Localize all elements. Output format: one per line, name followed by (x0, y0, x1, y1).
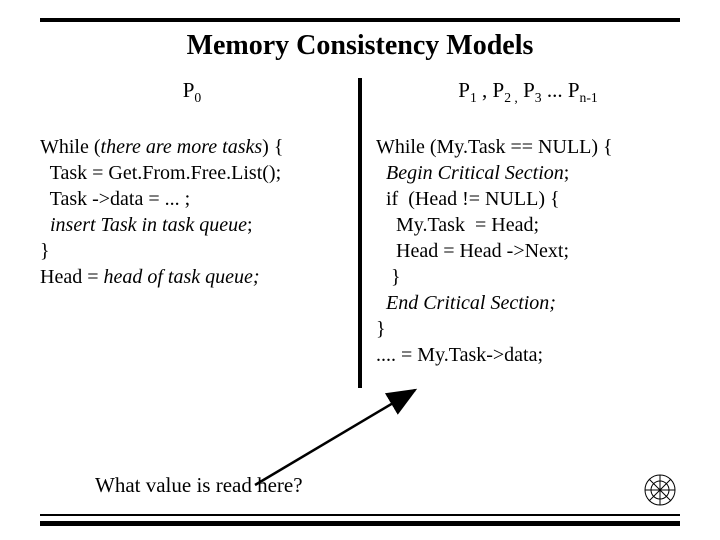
code-line: Task ->data = ... ; (40, 186, 344, 212)
top-rule (40, 18, 680, 22)
bottom-rule-thin (40, 514, 680, 516)
left-header: P0 (40, 78, 344, 106)
left-column: P0 While (there are more tasks) { Task =… (40, 78, 360, 450)
code-line: Task = Get.From.Free.List(); (40, 160, 344, 186)
right-header: P1 , P2 , P3 ... Pn-1 (376, 78, 680, 106)
code-line: if (Head != NULL) { (376, 186, 680, 212)
code-line: Begin Critical Section; (376, 160, 680, 186)
bottom-rule-thick (40, 521, 680, 526)
columns-container: P0 While (there are more tasks) { Task =… (40, 78, 680, 450)
code-line: .... = My.Task->data; (376, 342, 680, 368)
page-title: Memory Consistency Models (0, 30, 720, 62)
right-column: P1 , P2 , P3 ... Pn-1 While (My.Task == … (360, 78, 680, 450)
right-code-block: While (My.Task == NULL) { Begin Critical… (376, 134, 680, 368)
question-text: What value is read here? (95, 473, 303, 498)
left-header-sub: 0 (194, 90, 201, 105)
code-line: } (40, 238, 344, 264)
left-code-block: While (there are more tasks) { Task = Ge… (40, 134, 344, 290)
code-line: While (My.Task == NULL) { (376, 134, 680, 160)
code-line: End Critical Section; (376, 290, 680, 316)
code-line: My.Task = Head; (376, 212, 680, 238)
code-line: Head = head of task queue; (40, 264, 344, 290)
code-line: insert Task in task queue; (40, 212, 344, 238)
logo-icon (644, 474, 676, 506)
code-line: } (376, 316, 680, 342)
code-line: Head = Head ->Next; (376, 238, 680, 264)
code-line: } (376, 264, 680, 290)
left-header-main: P (183, 78, 195, 102)
code-line: While (there are more tasks) { (40, 134, 344, 160)
